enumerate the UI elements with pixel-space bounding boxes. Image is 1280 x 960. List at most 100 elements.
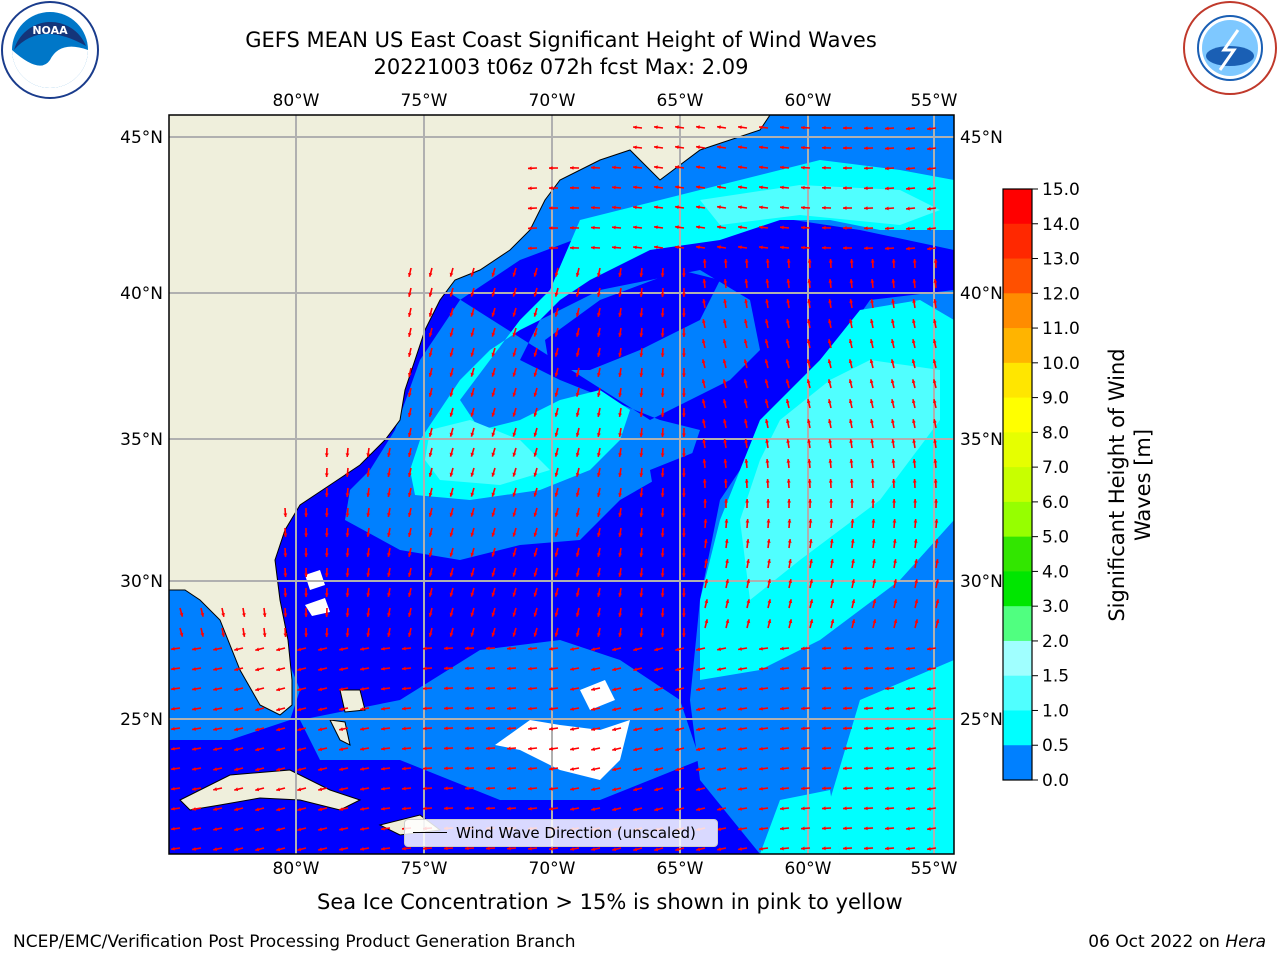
wave-direction-arrowhead xyxy=(788,599,793,604)
wave-direction-arrowhead xyxy=(444,646,448,651)
wave-direction-arrowhead xyxy=(339,807,344,811)
wave-direction-arrowhead xyxy=(682,453,686,457)
wave-direction-arrowhead xyxy=(612,847,617,852)
wave-direction-arrowhead xyxy=(696,807,701,812)
wave-direction-arrowhead xyxy=(387,633,391,637)
wave-direction-arrowhead xyxy=(759,686,763,691)
wave-direction-arrowhead xyxy=(703,539,708,543)
wave-direction-arrowhead xyxy=(549,166,553,170)
wave-direction-arrowhead xyxy=(890,359,895,364)
wave-direction-arrowhead xyxy=(554,392,559,397)
wave-direction-arrowhead xyxy=(597,472,601,477)
wave-direction-arrowhead xyxy=(829,499,834,503)
footer-credit: NCEP/EMC/Verification Post Processing Pr… xyxy=(13,932,576,952)
wave-direction-arrowhead xyxy=(255,767,260,772)
wave-direction-arrowhead xyxy=(407,392,412,397)
wave-direction-arrowhead xyxy=(512,352,517,357)
colorbar: 15.0 14.0 13.0 12.0 11.0 10.0 9.0 8.0 7.0 6.0 5.0 4… xyxy=(1002,180,1080,791)
wave-direction-arrowhead xyxy=(848,359,853,364)
wave-direction-arrowhead xyxy=(470,572,475,577)
wave-direction-arrowhead xyxy=(759,706,763,711)
wave-direction-arrowhead xyxy=(801,666,805,671)
wave-direction-arrowhead xyxy=(822,145,826,150)
wave-direction-arrowhead xyxy=(682,273,686,277)
wave-direction-arrowhead xyxy=(633,205,637,210)
wave-direction-arrowhead xyxy=(345,513,350,517)
lon-label-top: 65°W xyxy=(657,91,704,111)
wave-direction-arrowhead xyxy=(486,786,490,791)
lon-label-top: 75°W xyxy=(401,91,448,111)
wave-direction-arrowhead xyxy=(449,412,454,417)
wave-direction-arrowhead xyxy=(549,186,553,190)
wave-direction-arrowhead xyxy=(738,767,742,771)
wave-direction-arrowhead xyxy=(660,633,665,637)
wave-direction-arrowhead xyxy=(407,412,412,417)
wave-direction-arrowhead xyxy=(381,746,385,751)
wave-direction-arrowhead xyxy=(927,206,931,211)
wave-direction-arrowhead xyxy=(717,687,722,691)
wave-direction-arrowhead xyxy=(738,807,742,811)
wave-direction-arrowhead xyxy=(717,225,721,230)
wave-direction-arrowhead xyxy=(575,452,580,457)
wave-direction-arrowhead xyxy=(533,432,538,437)
wave-direction-arrowhead xyxy=(171,666,175,671)
wave-direction-arrowhead xyxy=(828,479,833,483)
wave-direction-arrowhead xyxy=(283,633,288,637)
wave-direction-arrowhead xyxy=(486,646,490,651)
wave-direction-arrowhead xyxy=(597,432,601,437)
wave-direction-arrowhead xyxy=(822,846,826,851)
wave-direction-arrowhead xyxy=(428,592,433,597)
wave-direction-arrowhead xyxy=(849,439,854,443)
wave-direction-arrowhead xyxy=(633,767,638,772)
wave-direction-arrowhead xyxy=(597,632,601,637)
wave-direction-arrowhead xyxy=(885,746,889,751)
wave-direction-arrowhead xyxy=(914,559,918,563)
wave-direction-arrowhead xyxy=(179,632,184,637)
wave-direction-arrowhead xyxy=(234,707,239,712)
wave-direction-arrowhead xyxy=(554,552,559,557)
wave-direction-arrowhead xyxy=(870,279,875,283)
wave-direction-arrowhead xyxy=(528,246,532,251)
wave-direction-arrowhead xyxy=(554,412,559,417)
wave-direction-arrowhead xyxy=(702,419,706,424)
wave-direction-arrowhead xyxy=(765,459,770,463)
wave-direction-arrowhead xyxy=(304,593,308,597)
wave-direction-arrowhead xyxy=(927,746,931,751)
wave-direction-arrowhead xyxy=(491,292,496,297)
wave-direction-arrowhead xyxy=(696,145,700,150)
wave-height-region xyxy=(700,185,940,225)
wave-direction-arrowhead xyxy=(283,613,288,617)
wave-direction-arrowhead xyxy=(829,539,834,543)
wave-direction-arrowhead xyxy=(234,807,239,812)
wave-direction-arrowhead xyxy=(444,806,448,811)
wave-direction-arrowhead xyxy=(491,472,496,477)
wave-direction-arrowhead xyxy=(407,272,412,277)
wave-direction-arrowhead xyxy=(639,433,644,437)
wave-direction-arrowhead xyxy=(591,245,595,250)
wave-direction-arrowhead xyxy=(912,299,917,303)
lon-label-top: 70°W xyxy=(529,91,576,111)
wave-direction-arrowhead xyxy=(682,373,686,377)
wave-direction-arrowhead xyxy=(786,299,791,303)
wave-direction-arrowhead xyxy=(255,847,260,852)
wave-direction-arrowhead xyxy=(654,165,658,170)
wave-direction-arrowhead xyxy=(618,433,623,437)
wave-direction-arrowhead xyxy=(554,512,559,517)
wave-direction-arrowhead xyxy=(360,647,364,651)
wave-direction-arrowhead xyxy=(512,632,517,637)
wave-direction-arrowhead xyxy=(717,245,721,250)
wave-direction-arrowhead xyxy=(759,746,763,751)
wave-direction-arrowhead xyxy=(575,612,580,617)
wave-direction-arrowhead xyxy=(276,647,281,652)
wave-direction-arrowhead xyxy=(449,392,454,397)
wave-direction-arrowhead xyxy=(213,747,218,752)
wave-direction-arrowhead xyxy=(704,619,709,624)
colorbar-segment xyxy=(1003,223,1032,260)
wave-direction-arrowhead xyxy=(597,612,601,617)
wave-direction-arrowhead xyxy=(533,272,538,277)
wave-direction-arrowhead xyxy=(906,206,910,211)
wave-direction-arrowhead xyxy=(528,706,532,711)
wave-direction-arrowhead xyxy=(885,786,889,791)
wave-direction-arrowhead xyxy=(786,259,791,263)
wave-direction-arrowhead xyxy=(682,293,686,297)
